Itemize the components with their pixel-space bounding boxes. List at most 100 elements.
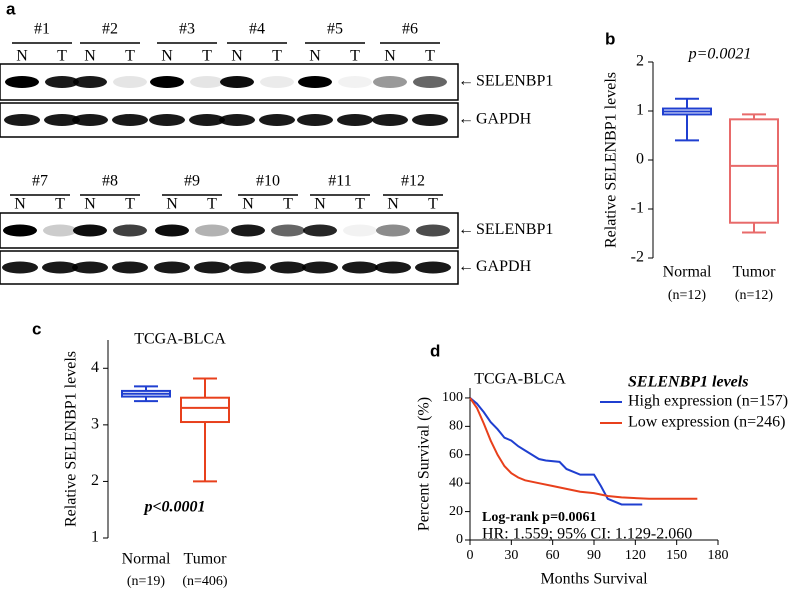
arrow: ← [458,73,474,90]
p-value: p<0.0001 [142,499,205,516]
annotation: HR: 1.559; 95% CI: 1.129-2.060 [482,526,692,543]
lane-label: N [309,48,321,65]
lane-label: T [425,48,435,65]
lane-label: T [202,48,212,65]
band [375,261,411,274]
x-tick-label: 180 [708,548,729,563]
band [302,261,338,274]
y-tick-label: 0 [456,532,463,547]
band [189,114,225,126]
band [259,114,295,126]
lane-label: T [350,48,360,65]
band [372,114,408,126]
blot-frame [0,63,459,101]
x-tick-label: 0 [467,548,474,563]
band [112,261,148,274]
band [149,114,185,126]
band [194,261,230,274]
x-tick-label: 120 [625,548,646,563]
y-axis-label: Relative SELENBP1 levels [63,351,80,527]
band [150,76,184,88]
band [337,114,373,126]
y-axis-label: Percent Survival (%) [416,397,433,531]
lane-label: T [207,196,217,213]
lane-label: T [57,48,67,65]
y-tick-label: 100 [442,390,463,405]
lane-label: N [84,196,96,213]
band [303,224,337,237]
legend-entry: Low expression (n=246) [628,414,785,431]
band [373,76,407,88]
y-axis-label: Relative SELENBP1 levels [603,72,620,248]
sample-label: #4 [249,21,265,38]
blot-target: SELENBP1 [476,73,553,90]
lane-label: T [428,196,438,213]
sample-label: #10 [256,173,280,190]
band [42,261,78,274]
band [415,261,451,274]
category-sublabel: (n=406) [182,574,228,589]
legend-title: SELENBP1 levels [628,374,748,391]
lane-label: N [231,48,243,65]
x-axis-label: Months Survival [540,571,648,588]
lane-label: N [84,48,96,65]
band [195,224,229,237]
annotation: Log-rank p=0.0061 [482,510,597,525]
lane-label: T [355,196,365,213]
band [230,261,266,274]
band [343,224,377,237]
y-tick-label: 1 [636,102,644,119]
sample-label: #5 [327,21,343,38]
blot-frame [0,212,459,249]
lane-label: N [16,48,28,65]
band [413,76,447,88]
lane-label: N [387,196,399,213]
legend-entry: High expression (n=157) [628,393,788,410]
band [190,76,224,88]
sample-label: #1 [34,21,50,38]
band [219,114,255,126]
band [113,76,147,88]
survival-line [469,397,643,506]
band [112,114,148,126]
blot-target: SELENBP1 [476,221,553,238]
lane-label: T [283,196,293,213]
lane-label: T [125,48,135,65]
band [298,76,332,88]
p-value: p=0.0021 [688,46,752,63]
band [45,76,79,88]
y-tick-label: -2 [631,249,644,266]
category-sublabel: (n=19) [127,574,166,589]
arrow: ← [458,221,474,238]
band [376,224,410,237]
band [271,224,305,237]
panel-label: d [430,341,440,360]
lane-label: N [314,196,326,213]
x-tick-label: 60 [546,548,560,563]
y-tick-label: 3 [91,416,99,433]
arrow: ← [458,111,474,128]
category-label: Normal [663,264,712,281]
band [416,224,450,237]
panel-label: c [32,319,41,338]
box [180,396,230,424]
lane-label: N [14,196,26,213]
band [342,261,378,274]
x-tick-label: 90 [587,548,601,563]
y-tick-label: 20 [449,504,463,519]
band [231,224,265,237]
chart-title: TCGA-BLCA [474,371,566,388]
blot-target: GAPDH [476,258,532,275]
survival-line [469,397,698,500]
band [155,224,189,237]
band [43,224,77,237]
y-tick-label: -1 [631,200,644,217]
band [44,114,80,126]
category-label: Normal [122,551,171,568]
sample-label: #2 [102,21,118,38]
y-tick-label: 4 [91,359,99,376]
sample-label: #9 [184,173,200,190]
y-tick-label: 60 [449,447,463,462]
x-tick-label: 150 [666,548,687,563]
